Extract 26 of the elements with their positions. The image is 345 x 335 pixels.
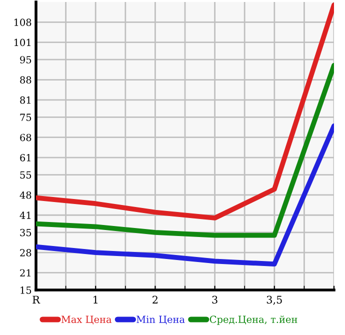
y-tick-label: 21	[20, 269, 30, 276]
legend-label: Max Цена	[61, 316, 112, 324]
y-tick-label: 48	[20, 191, 32, 199]
y-tick-label: 88	[20, 76, 32, 84]
x-tick-label: 1	[94, 296, 98, 304]
y-tick-label: 35	[20, 228, 32, 236]
y-tick-label: 68	[20, 134, 32, 142]
y-tick-label: 108	[14, 18, 32, 26]
y-tick-label: 75	[20, 114, 32, 122]
line-series	[36, 123, 334, 267]
line-series	[36, 2, 334, 220]
legend-label: Min Цена	[136, 316, 185, 324]
y-tick-label: 55	[20, 171, 32, 179]
y-tick-label: 61	[20, 154, 30, 162]
y-tick-label: 41	[20, 212, 30, 219]
y-tick-label: 95	[20, 56, 32, 64]
y-tick-label: 15	[20, 286, 32, 294]
line-series	[36, 62, 334, 238]
x-tick-label: 3,5	[266, 296, 282, 305]
x-tick-label: 3	[212, 296, 218, 304]
y-tick-label: 101	[14, 38, 30, 46]
x-tick-label: R	[32, 296, 40, 304]
x-tick-label: 2	[152, 296, 158, 304]
y-tick-label: 81	[20, 96, 30, 104]
y-tick-label: 28	[20, 249, 32, 256]
legend-label: Сред.Цена, т.йен	[210, 316, 298, 325]
